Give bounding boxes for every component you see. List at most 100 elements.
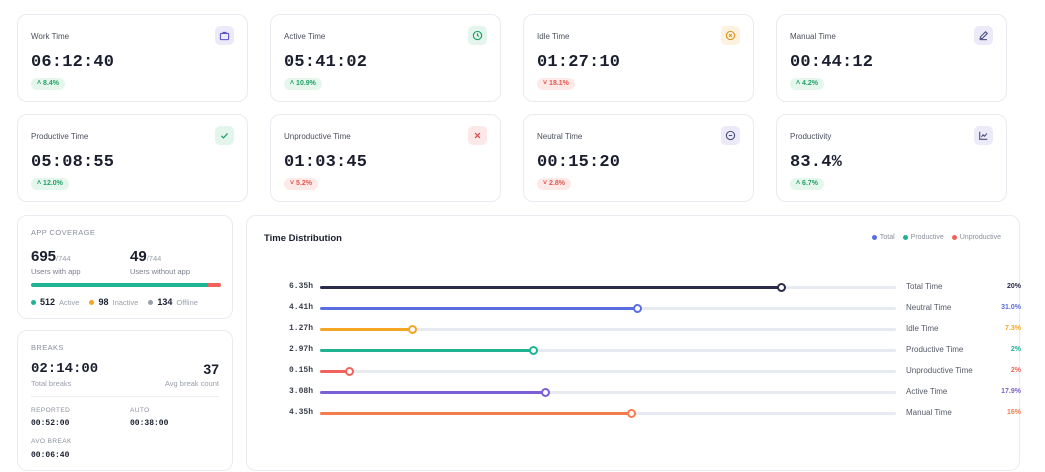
stat-change-badge: ˄ 6.7%	[790, 178, 825, 190]
row-percent-productive-time: 2%	[1010, 346, 1021, 353]
stat-value: 01:03:45	[284, 153, 368, 172]
row-percent-total-time: 20%	[1006, 283, 1021, 290]
users-with-app-count: 695	[31, 248, 57, 265]
row-percent-idle-time: 7.3%	[1005, 325, 1021, 332]
legend-label: Productive	[910, 234, 944, 241]
trend-up-icon: ˄	[290, 80, 295, 87]
stat-change-badge: ˄ 12.0%	[31, 178, 69, 190]
row-percent-unproductive-time: 2%	[1010, 367, 1021, 374]
inactive-label: Inactive	[112, 297, 139, 307]
row-label-active-time: Active Time	[906, 387, 948, 396]
stat-change-value: 4.2%	[802, 80, 819, 87]
stat-card-productive-time: Productive Time 05:08:55 ˄ 12.0%	[17, 114, 248, 202]
total-breaks-value: 02:14:00	[31, 361, 99, 377]
row-bar-total-time	[320, 286, 781, 289]
stat-value: 05:08:55	[31, 153, 115, 172]
legend-dot	[871, 235, 877, 240]
active-count: 512	[40, 297, 56, 307]
stat-change-value: 10.9%	[296, 80, 316, 87]
stat-label: Neutral Time	[537, 132, 583, 141]
stat-value: 01:27:10	[537, 53, 621, 72]
row-marker-unproductive-time	[344, 367, 354, 376]
row-percent-neutral-time: 31.0%	[1001, 304, 1021, 311]
stat-label: Productivity	[790, 132, 832, 141]
trend-up-icon: ˄	[796, 180, 801, 187]
row-marker-total-time	[776, 283, 786, 292]
offline-label: Offline	[176, 297, 198, 307]
inactive-count: 98	[98, 297, 109, 307]
stat-label: Manual Time	[790, 32, 836, 41]
coverage-bar-without-app	[208, 283, 221, 287]
active-label: Active	[59, 297, 80, 307]
stat-card-active-time: Active Time 05:41:02 ˄ 10.9%	[270, 14, 501, 102]
breaks-card: BREAKS 02:14:00 Total breaks 37 Avg brea…	[17, 330, 233, 471]
stat-change-badge: ˅ 18.1%	[537, 78, 575, 90]
stat-value: 00:44:12	[790, 53, 874, 72]
row-label-productive-time: Productive Time	[906, 345, 964, 354]
pencil-icon	[974, 26, 993, 45]
legend-item-total: Total	[871, 234, 895, 241]
stat-change-value: 6.7%	[802, 180, 819, 187]
users-without-app-count: 49	[130, 248, 147, 265]
trend-up-icon: ˄	[796, 80, 801, 87]
break-count-value: 37	[203, 361, 219, 377]
stat-card-unproductive-time: Unproductive Time 01:03:45 ˅ 5.2%	[270, 114, 501, 202]
stat-change-value: 18.1%	[549, 80, 569, 87]
stat-change-badge: ˅ 5.2%	[284, 178, 319, 190]
row-track-manual-time	[320, 409, 896, 418]
stat-value: 06:12:40	[31, 53, 115, 72]
stat-change-badge: ˄ 10.9%	[284, 78, 322, 90]
row-label-total-time: Total Time	[906, 282, 943, 291]
clock-icon	[468, 26, 487, 45]
row-label-idle-time: Idle Time	[906, 324, 939, 333]
offline-count: 134	[157, 297, 173, 307]
row-bar-idle-time	[320, 328, 413, 331]
row-marker-neutral-time	[632, 304, 642, 313]
distribution-legend: Total Productive Unproductive	[871, 234, 1001, 241]
breaks-divider	[31, 396, 219, 397]
trend-up-icon: ˄	[37, 80, 42, 87]
briefcase-icon	[215, 26, 234, 45]
app-coverage-title: APP COVERAGE	[31, 228, 96, 237]
legend-dot	[951, 235, 957, 240]
stat-label: Active Time	[284, 32, 326, 41]
avo-break-value: 00:06:40	[31, 451, 70, 460]
stat-label: Work Time	[31, 32, 70, 41]
row-hours-active-time: 3.08h	[289, 387, 314, 396]
stat-change-value: 2.8%	[549, 180, 566, 187]
stat-value: 83.4%	[790, 153, 843, 172]
coverage-bar	[31, 283, 221, 287]
row-marker-idle-time	[408, 325, 418, 334]
legend-dot	[902, 235, 908, 240]
stat-card-manual-time: Manual Time 00:44:12 ˄ 4.2%	[776, 14, 1007, 102]
users-with-app-label: Users with app	[31, 267, 81, 276]
coverage-bar-with-app	[31, 283, 209, 287]
status-offline: 134 Offline	[148, 297, 198, 307]
row-bar-productive-time	[320, 349, 534, 352]
reported-value: 00:52:00	[31, 419, 70, 428]
row-hours-neutral-time: 4.41h	[289, 303, 314, 312]
stat-card-productivity: Productivity 83.4% ˄ 6.7%	[776, 114, 1007, 202]
avo-break-label: AVO BREAK	[31, 438, 72, 445]
total-breaks-label: Total breaks	[31, 379, 72, 388]
inactive-dot	[89, 299, 95, 305]
row-marker-active-time	[540, 388, 550, 397]
legend-item-unproductive: Unproductive	[951, 234, 1001, 241]
time-distribution-card	[246, 215, 1020, 471]
row-track-productive-time	[320, 346, 896, 355]
row-track-idle-time	[320, 325, 896, 334]
stat-card-neutral-time: Neutral Time 00:15:20 ˅ 2.8%	[523, 114, 754, 202]
stat-change-value: 12.0%	[43, 180, 63, 187]
trend-down-icon: ˅	[543, 180, 548, 187]
stat-change-value: 5.2%	[296, 180, 313, 187]
status-inactive: 98 Inactive	[89, 297, 138, 307]
stat-label: Idle Time	[537, 32, 570, 41]
check-icon	[215, 126, 234, 145]
row-bar-unproductive-time	[320, 370, 349, 373]
row-hours-productive-time: 2.97h	[289, 345, 314, 354]
users-without-app: 49/744	[130, 248, 161, 266]
x-icon	[468, 126, 487, 145]
row-marker-manual-time	[627, 409, 637, 418]
time-distribution-title: Time Distribution	[264, 233, 342, 244]
legend-label: Unproductive	[959, 234, 1001, 241]
